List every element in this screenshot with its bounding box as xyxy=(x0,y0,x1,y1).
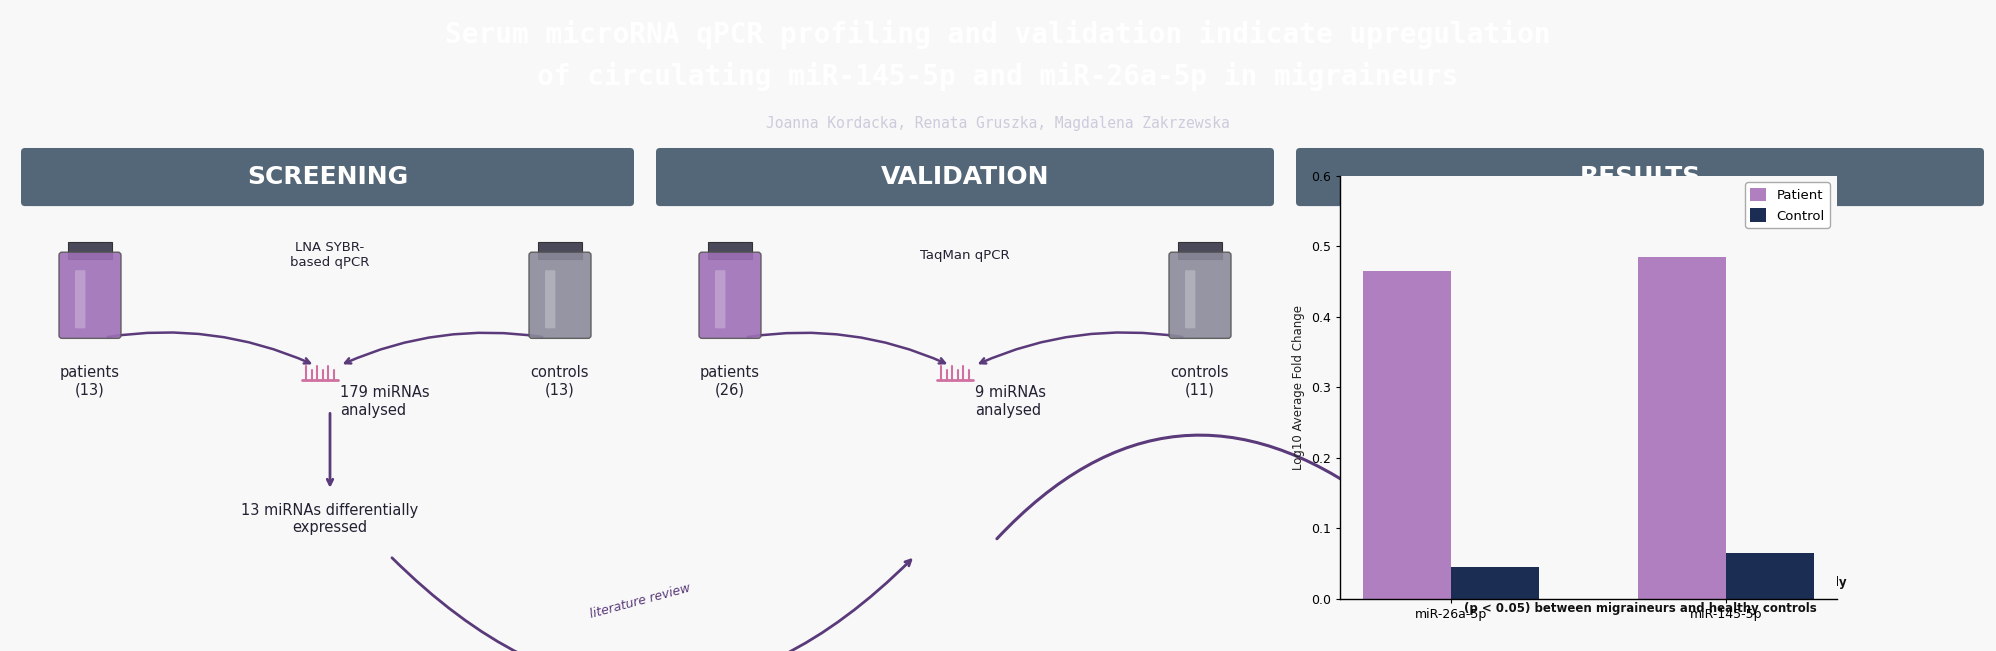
FancyBboxPatch shape xyxy=(1178,242,1222,259)
FancyBboxPatch shape xyxy=(22,148,635,206)
FancyBboxPatch shape xyxy=(699,252,760,339)
FancyBboxPatch shape xyxy=(1186,270,1196,328)
Bar xyxy=(1363,271,1451,599)
Text: controls
(11): controls (11) xyxy=(1172,365,1230,398)
FancyBboxPatch shape xyxy=(545,270,555,328)
FancyBboxPatch shape xyxy=(1170,252,1232,339)
Text: SCREENING: SCREENING xyxy=(248,165,407,189)
Text: Serum microRNA qPCR profiling and validation indicate upregulation: Serum microRNA qPCR profiling and valida… xyxy=(445,20,1551,49)
FancyBboxPatch shape xyxy=(76,270,86,328)
FancyBboxPatch shape xyxy=(657,148,1273,206)
Text: LNA SYBR-
based qPCR: LNA SYBR- based qPCR xyxy=(289,242,369,270)
FancyBboxPatch shape xyxy=(529,252,591,339)
Text: VALIDATION: VALIDATION xyxy=(880,165,1050,189)
Text: 9 miRNAs
analysed: 9 miRNAs analysed xyxy=(974,385,1046,418)
Text: 179 miRNAs
analysed: 179 miRNAs analysed xyxy=(339,385,429,418)
Text: RESULTS: RESULTS xyxy=(1579,165,1701,189)
FancyBboxPatch shape xyxy=(68,242,112,259)
Text: (p < 0.05) between migraineurs and healthy controls: (p < 0.05) between migraineurs and healt… xyxy=(1463,602,1816,615)
Text: of circulating miR-145-5p and miR-26a-5p in migraineurs: of circulating miR-145-5p and miR-26a-5p… xyxy=(537,62,1459,92)
FancyBboxPatch shape xyxy=(537,242,583,259)
Text: patients
(26): patients (26) xyxy=(701,365,760,398)
Y-axis label: Log10 Average Fold Change: Log10 Average Fold Change xyxy=(1291,305,1305,470)
FancyBboxPatch shape xyxy=(1295,148,1984,206)
Bar xyxy=(1639,257,1727,599)
FancyBboxPatch shape xyxy=(60,252,122,339)
FancyBboxPatch shape xyxy=(715,270,725,328)
Bar xyxy=(1727,553,1814,599)
Text: Joanna Kordacka, Renata Gruszka, Magdalena Zakrzewska: Joanna Kordacka, Renata Gruszka, Magdale… xyxy=(766,116,1230,131)
Text: patients
(13): patients (13) xyxy=(60,365,120,398)
Text: 13 miRNAs differentially
expressed: 13 miRNAs differentially expressed xyxy=(242,503,419,535)
Text: controls
(13): controls (13) xyxy=(531,365,589,398)
FancyBboxPatch shape xyxy=(709,242,752,259)
Text: TaqMan qPCR: TaqMan qPCR xyxy=(920,249,1010,262)
Text: literature review: literature review xyxy=(589,581,693,620)
Legend: Patient, Control: Patient, Control xyxy=(1745,182,1830,228)
Bar xyxy=(1451,567,1539,599)
Text: expression of miR-26a-5p and miR-145-5p differs significantly: expression of miR-26a-5p and miR-145-5p … xyxy=(1433,576,1846,589)
